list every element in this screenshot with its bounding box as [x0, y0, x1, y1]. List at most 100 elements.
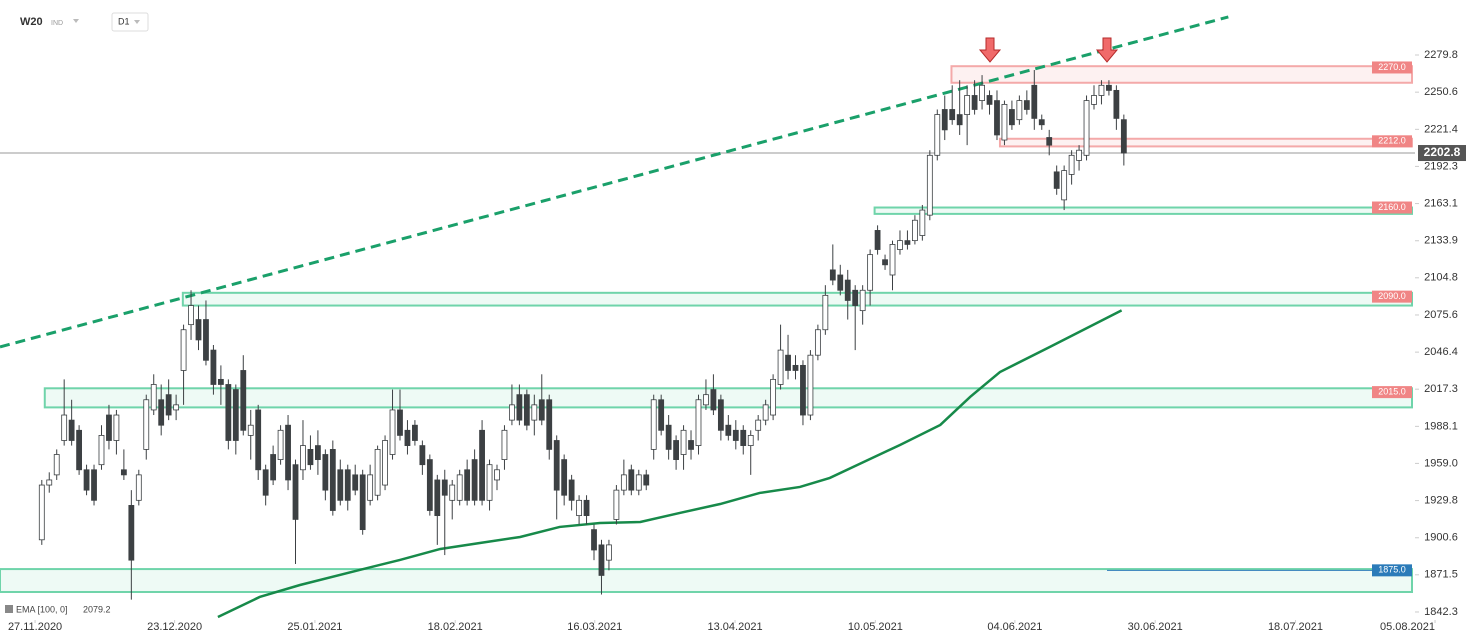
- y-tick-label: 1871.5: [1424, 569, 1458, 581]
- zone: [998, 137, 1413, 148]
- candle-body: [561, 459, 568, 496]
- candle-body: [919, 209, 926, 236]
- candle-body: [188, 305, 194, 326]
- zone: [43, 387, 1413, 409]
- ema-value: 2079.2: [83, 604, 111, 614]
- y-tick-label: 1842.3: [1424, 606, 1458, 618]
- candle-body: [1083, 100, 1090, 156]
- ema-name: EMA [100, 0]: [16, 604, 68, 614]
- level-label-box: [1372, 201, 1412, 214]
- candle-body: [926, 154, 933, 216]
- candle-body: [717, 399, 724, 431]
- level-label-box: [1372, 290, 1412, 303]
- candle-body: [606, 544, 612, 561]
- candle-body: [352, 474, 359, 491]
- candle-body: [643, 474, 650, 486]
- candle-body: [844, 279, 851, 301]
- candle-body: [979, 84, 985, 101]
- candle-body: [583, 499, 590, 517]
- candle-body: [591, 529, 597, 551]
- candle-body: [1046, 137, 1053, 146]
- candle-body: [800, 364, 806, 416]
- candle-body: [986, 95, 993, 105]
- candle-body: [195, 319, 202, 341]
- candle-body: [441, 479, 448, 496]
- x-tick-label: 05.08.2021: [1380, 621, 1435, 633]
- candle-body: [971, 95, 978, 110]
- y-tick-label: 2075.6: [1424, 309, 1458, 321]
- candle-body: [911, 219, 918, 242]
- candle-body: [665, 424, 672, 450]
- candle-body: [635, 474, 642, 491]
- logo: [5, 605, 13, 613]
- candle-body: [337, 469, 344, 501]
- y-tick-label: 2192.3: [1424, 160, 1458, 172]
- candle-body: [292, 464, 299, 520]
- candle-body: [471, 459, 478, 501]
- candle-body: [553, 440, 560, 491]
- candle-body: [889, 244, 896, 276]
- zone: [0, 568, 1413, 593]
- candle-body: [217, 378, 224, 385]
- level-label-box: [1372, 386, 1412, 399]
- candle-body: [1016, 100, 1023, 121]
- candle-body: [426, 459, 433, 511]
- candle-body: [1106, 84, 1112, 91]
- x-tick-label: 25.01.2021: [287, 621, 342, 633]
- level-label-box: [1372, 564, 1412, 577]
- candle-body: [150, 384, 157, 411]
- candle-body: [509, 404, 515, 421]
- level-label: 2270.0: [1378, 62, 1406, 72]
- candle-body: [210, 349, 217, 385]
- candle-body: [837, 274, 844, 291]
- candle-body: [740, 429, 747, 446]
- y-tick-label: 2104.8: [1424, 272, 1458, 284]
- candle-body: [792, 364, 799, 371]
- candle-body: [374, 449, 381, 496]
- candle-body: [725, 424, 732, 436]
- x-tick-label: 16.03.2021: [567, 621, 622, 633]
- candle-body: [232, 389, 239, 441]
- y-tick-label: 2017.3: [1424, 383, 1458, 395]
- candle-body: [695, 399, 702, 446]
- candle-body: [344, 469, 351, 501]
- candle-body: [173, 404, 180, 411]
- candle-body: [404, 429, 411, 446]
- y-tick-label: 2133.9: [1424, 235, 1458, 247]
- candle-body: [397, 409, 403, 436]
- candle-body: [576, 499, 582, 517]
- candle-body: [546, 399, 553, 450]
- candle-body: [613, 489, 620, 520]
- symbol: W20: [20, 16, 43, 28]
- candle-body: [882, 259, 888, 266]
- candle-body: [777, 349, 784, 385]
- x-tick-label: 13.04.2021: [708, 621, 763, 633]
- candle-body: [874, 230, 881, 250]
- candle-body: [38, 484, 45, 541]
- candle-body: [120, 469, 127, 476]
- candle-body: [703, 394, 709, 406]
- level-label: 1875.0: [1378, 565, 1406, 575]
- candle-body: [128, 505, 135, 561]
- zones: [0, 65, 1413, 593]
- arrow-down: [1095, 37, 1119, 63]
- candle-body: [203, 319, 209, 361]
- dropdown-icon: [73, 19, 79, 23]
- candle-body: [673, 440, 679, 460]
- interval-select[interactable]: [111, 12, 149, 32]
- candle-body: [1113, 89, 1120, 119]
- x-tick-label: 30.06.2021: [1128, 621, 1183, 633]
- candle-body: [240, 370, 247, 431]
- y-tick-label: 2250.6: [1424, 86, 1458, 98]
- candle-body: [538, 399, 545, 421]
- market: IND: [51, 20, 63, 27]
- candle-body: [91, 469, 97, 501]
- candle-body: [598, 544, 605, 576]
- interval: D1: [118, 16, 130, 26]
- x-tick-label: 04.06.2021: [987, 621, 1042, 633]
- candle-body: [658, 399, 665, 431]
- candle-body: [389, 409, 396, 455]
- candle-body: [904, 240, 911, 245]
- candle-body: [329, 449, 336, 511]
- level-label: 2160.0: [1378, 202, 1406, 212]
